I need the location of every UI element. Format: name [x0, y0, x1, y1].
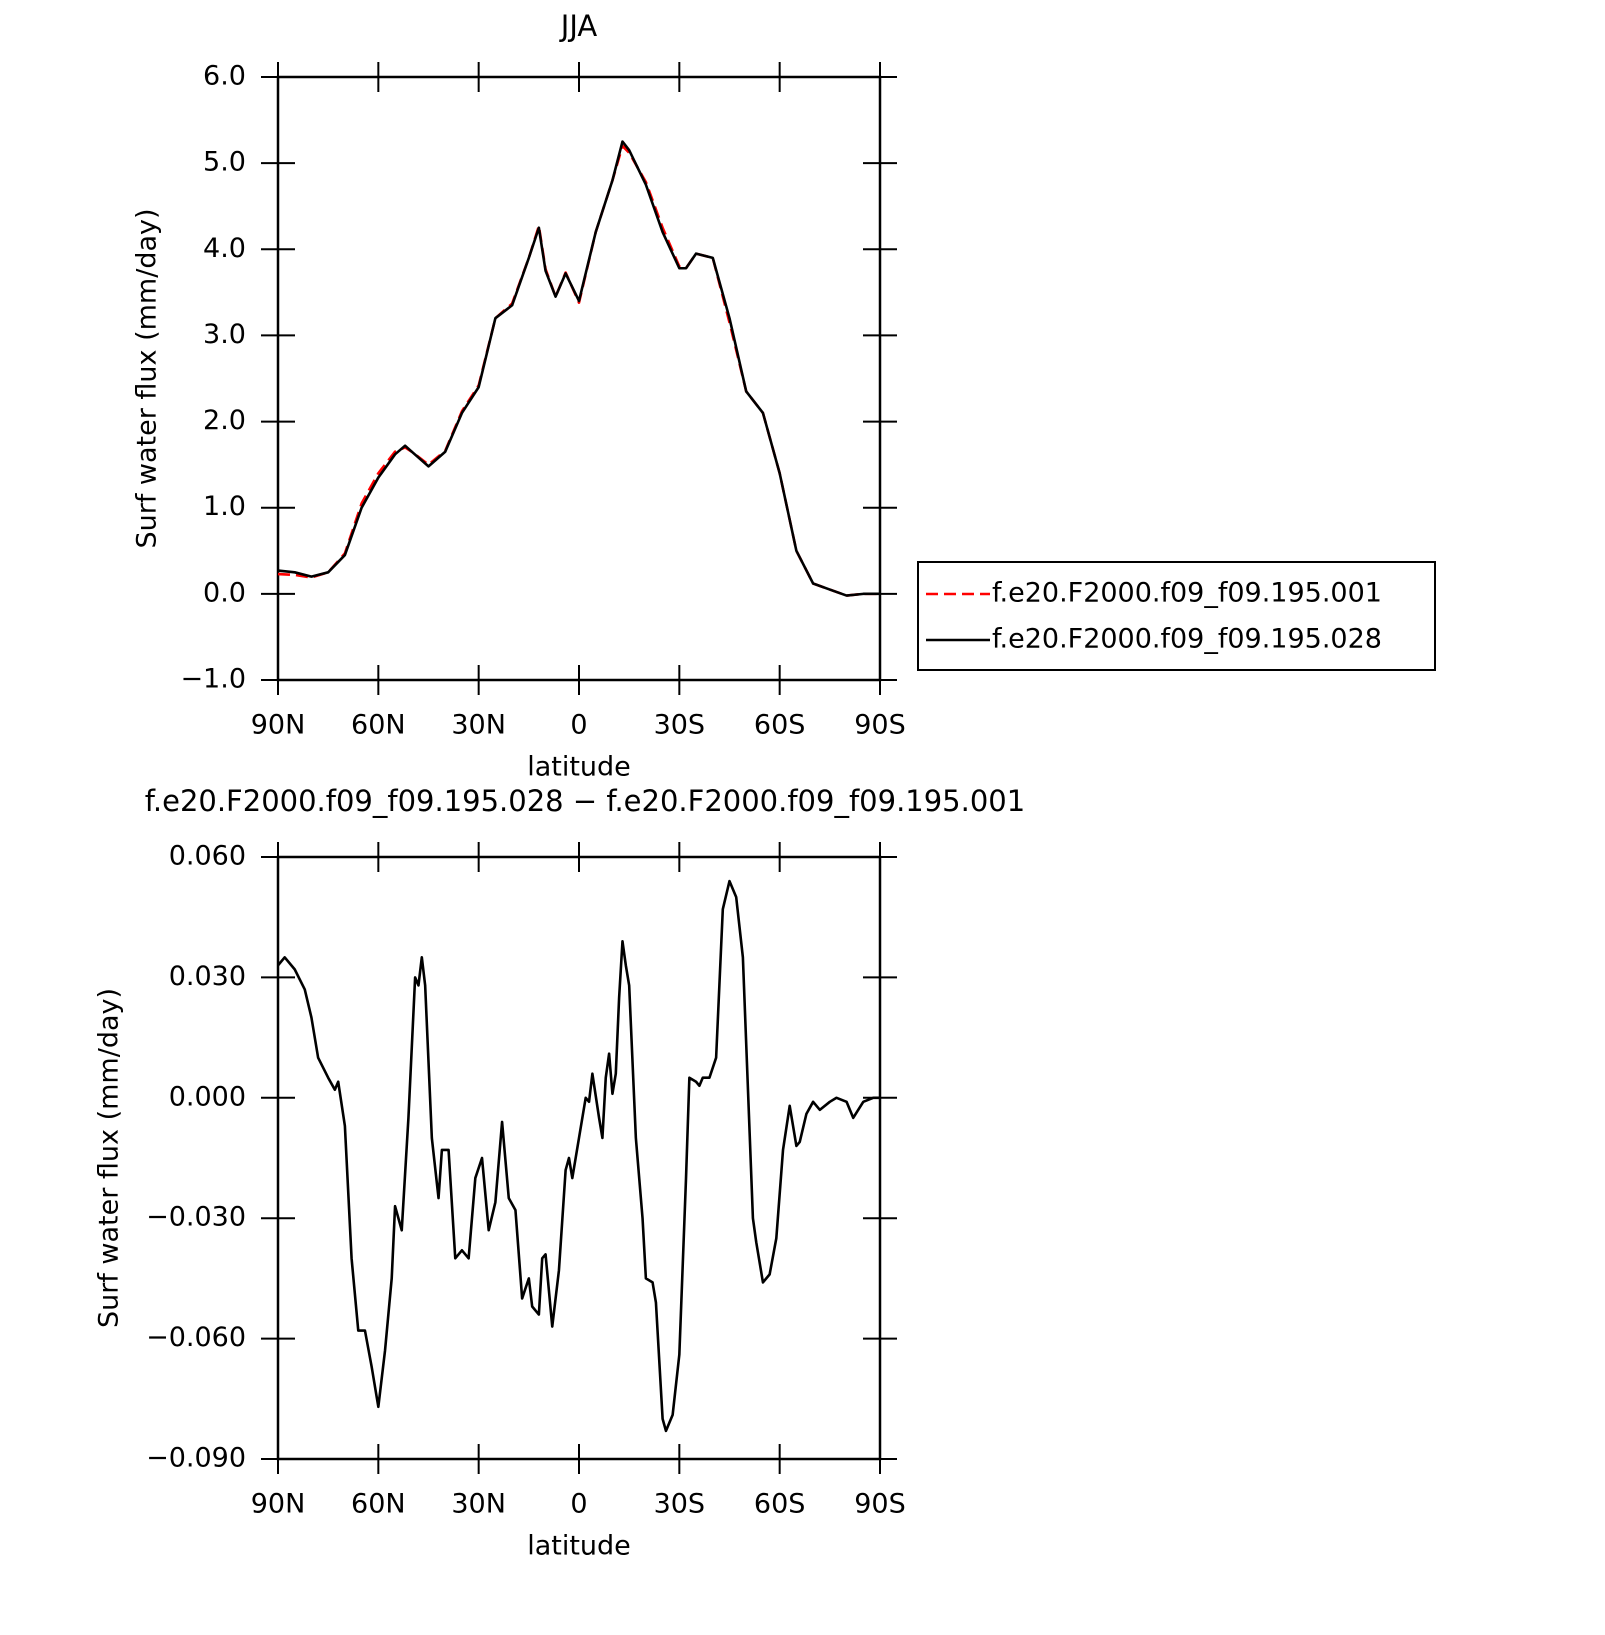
legend-label: f.e20.F2000.f09_f09.195.028 — [992, 624, 1382, 655]
x-tick-label: 30N — [451, 710, 506, 741]
y-tick-label: 3.0 — [203, 319, 246, 350]
y-tick-label: −0.030 — [146, 1202, 246, 1233]
legend-label: f.e20.F2000.f09_f09.195.001 — [992, 578, 1382, 609]
y-axis-label: Surf water flux (mm/day) — [94, 988, 125, 1328]
x-axis-label: latitude — [527, 1531, 631, 1562]
plot-frame — [276, 75, 882, 682]
x-tick-label: 90N — [251, 1489, 306, 1520]
x-tick-label: 60S — [754, 1489, 806, 1520]
y-tick-label: 0.060 — [169, 841, 246, 872]
x-tick-label: 90S — [854, 710, 906, 741]
y-tick-label: 0.000 — [169, 1081, 246, 1112]
y-tick-label: 1.0 — [203, 491, 246, 522]
y-tick-label: 5.0 — [203, 147, 246, 178]
y-tick-label: 0.030 — [169, 961, 246, 992]
plot-frame — [276, 855, 882, 1461]
series-line — [277, 144, 880, 597]
y-tick-label: −0.060 — [146, 1322, 246, 1353]
x-tick-label: 30S — [654, 1489, 706, 1520]
y-tick-label: −1.0 — [180, 664, 246, 695]
x-tick-label: 30N — [451, 1489, 506, 1520]
chart-title: f.e20.F2000.f09_f09.195.028 − f.e20.F200… — [145, 784, 1025, 818]
y-tick-label: −0.090 — [146, 1443, 246, 1474]
x-tick-label: 0 — [570, 710, 587, 741]
x-tick-label: 0 — [570, 1489, 587, 1520]
legend-box — [917, 561, 1436, 671]
series-line — [277, 879, 880, 1433]
y-tick-label: 2.0 — [203, 405, 246, 436]
y-tick-label: 6.0 — [203, 61, 246, 92]
y-tick-label: 4.0 — [203, 233, 246, 264]
chart-title: JJA — [559, 9, 598, 43]
x-tick-label: 90S — [854, 1489, 906, 1520]
x-tick-label: 60S — [754, 710, 806, 741]
x-tick-label: 30S — [654, 710, 706, 741]
x-tick-label: 60N — [351, 1489, 406, 1520]
y-tick-label: 0.0 — [203, 577, 246, 608]
x-tick-label: 60N — [351, 710, 406, 741]
x-tick-label: 90N — [251, 710, 306, 741]
x-axis-label: latitude — [527, 752, 631, 783]
y-axis-label: Surf water flux (mm/day) — [132, 208, 163, 548]
series-line — [277, 140, 880, 597]
